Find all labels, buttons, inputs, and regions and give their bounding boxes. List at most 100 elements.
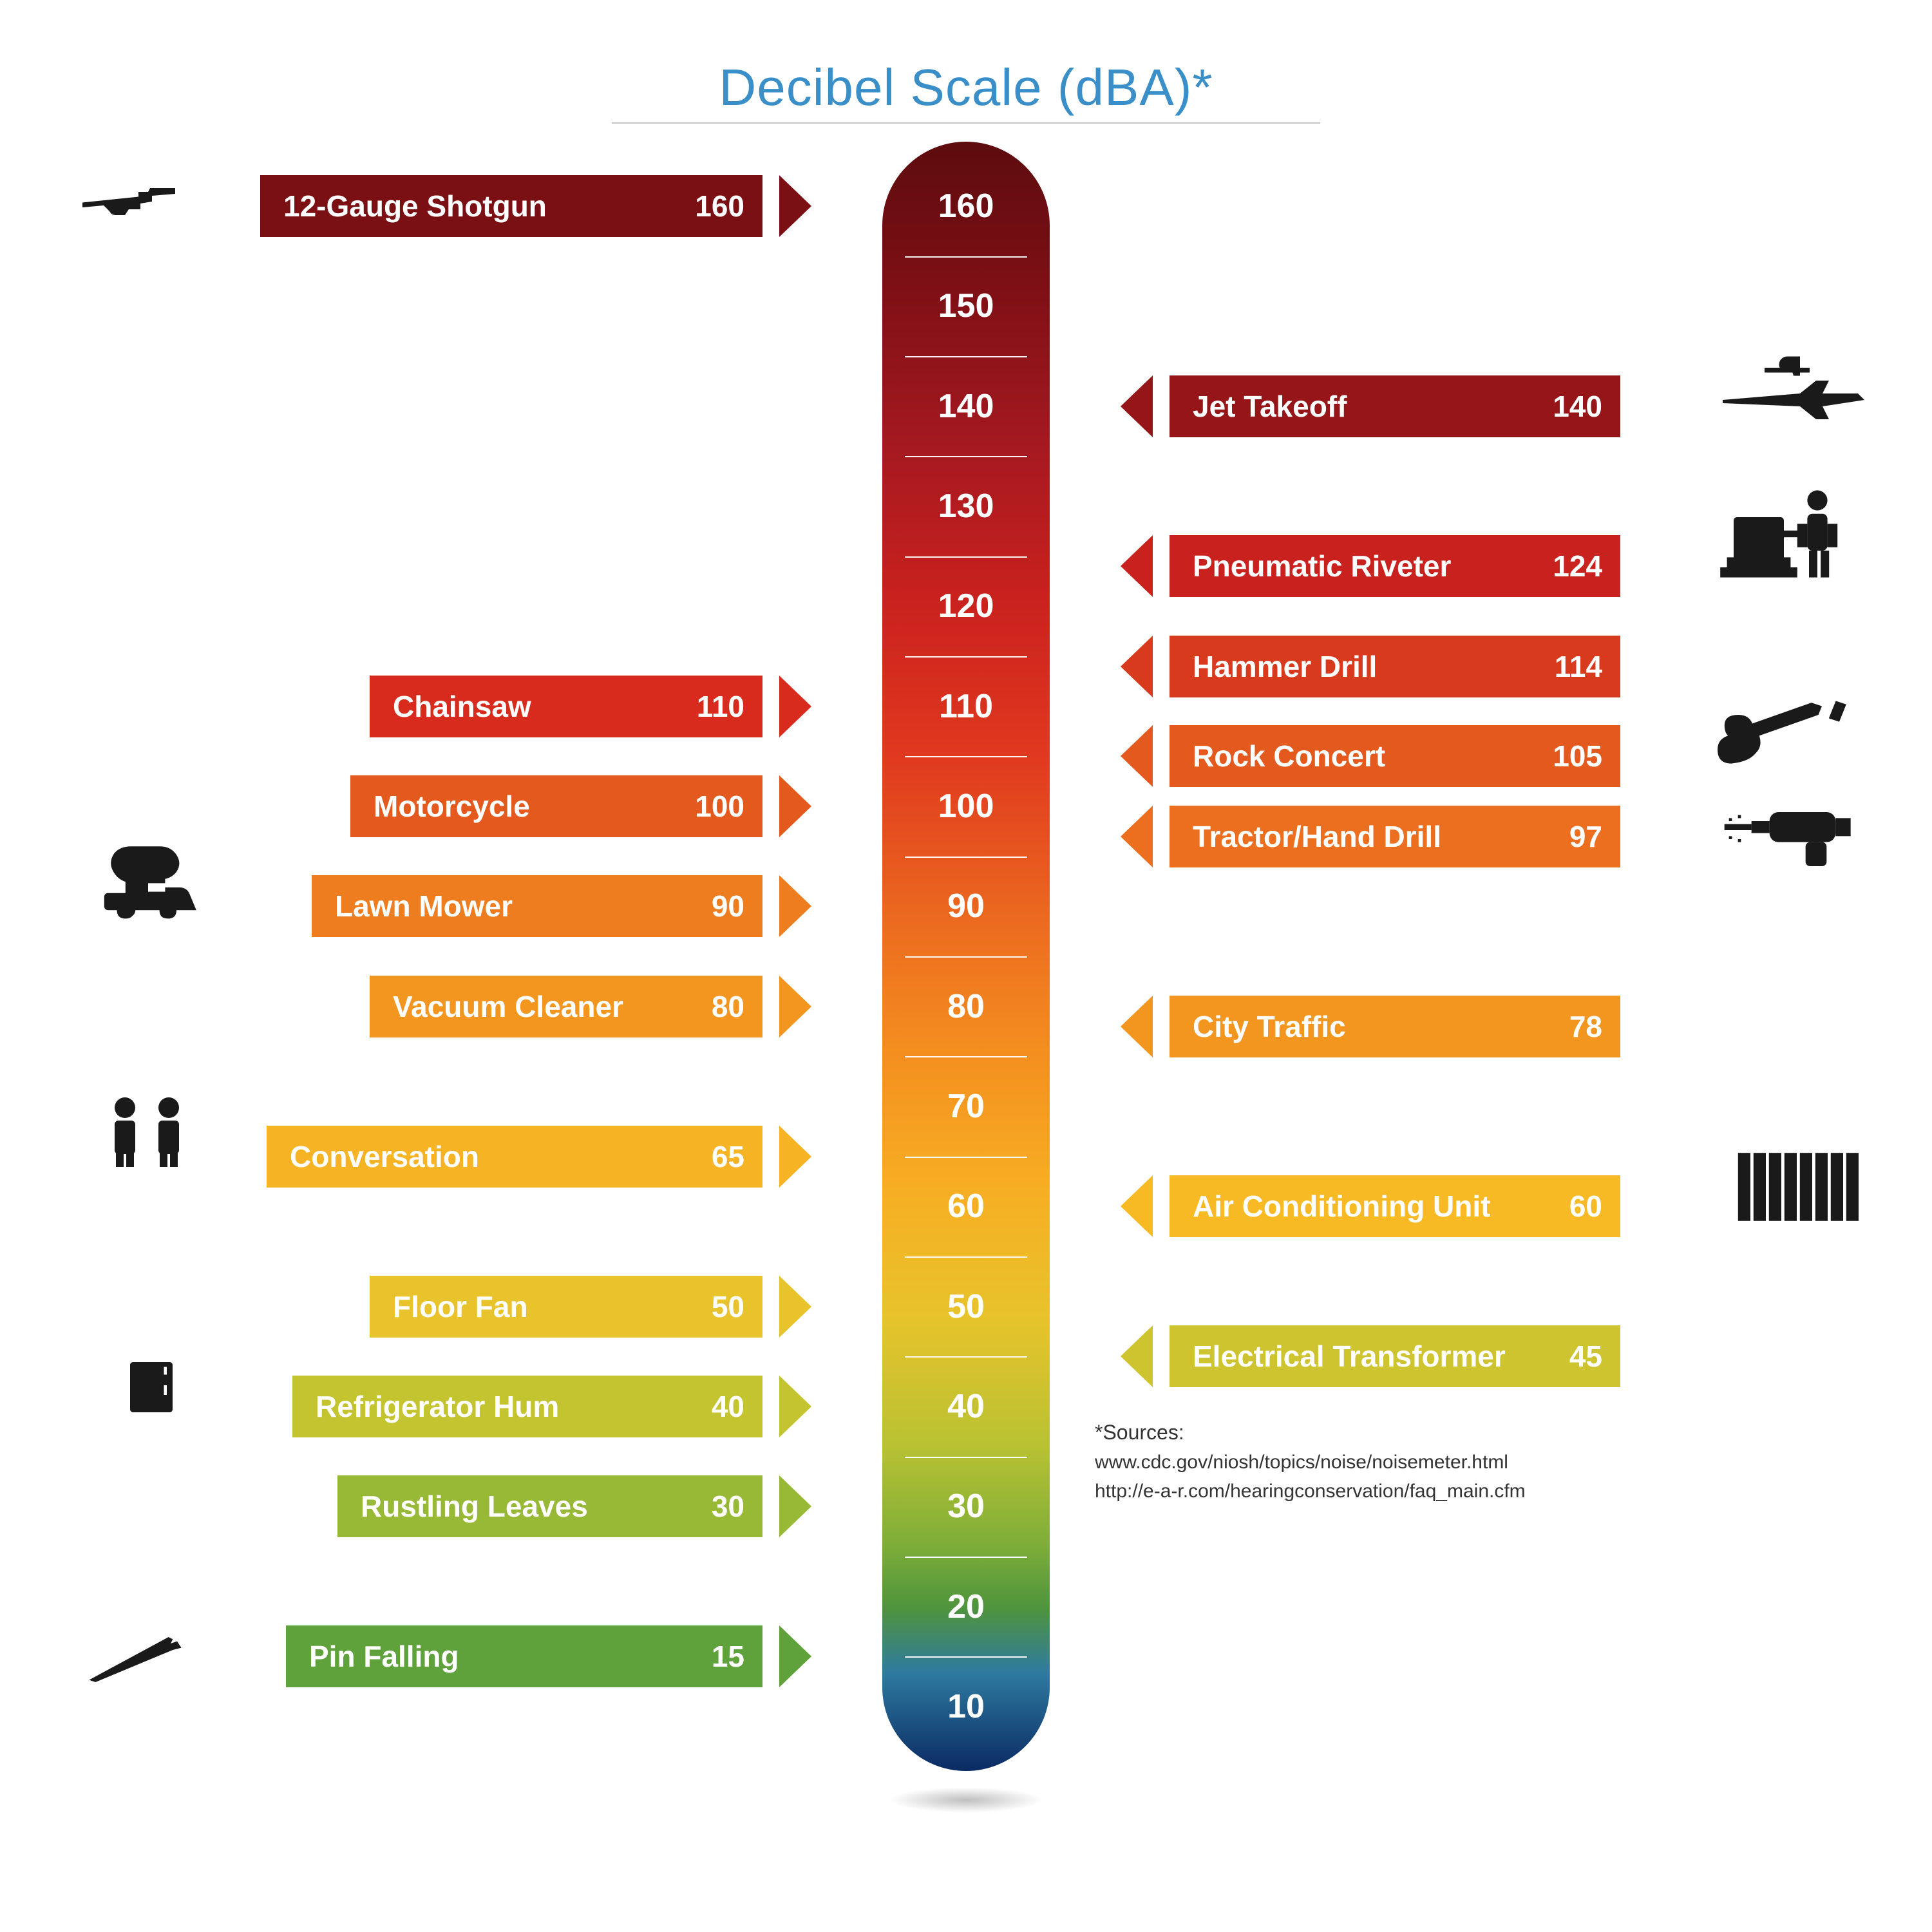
thermometer-tick-label: 140 [882,387,1050,426]
shotgun-icon [45,171,213,232]
item-value: 15 [712,1639,744,1674]
item-value: 114 [1555,649,1602,684]
item-bar: Rustling Leaves30 [337,1475,762,1537]
item-arrow [779,1126,811,1188]
item-label: Air Conditioning Unit [1193,1189,1490,1224]
item-value: 50 [712,1289,744,1324]
left-item: 12-Gauge Shotgun 160 [260,175,811,237]
item-label: Floor Fan [393,1289,528,1324]
thermometer-tick [905,1656,1027,1658]
item-bar: Pneumatic Riveter 124 [1170,535,1620,597]
item-bar: Motorcycle100 [350,775,762,837]
thermometer-tick [905,256,1027,258]
item-label: Lawn Mower [335,889,513,923]
item-bar: Tractor/Hand Drill 97 [1170,806,1620,867]
sources-block: *Sources:www.cdc.gov/niosh/topics/noise/… [1095,1417,1526,1506]
item-arrow [779,1625,811,1687]
item-value: 45 [1569,1339,1602,1374]
item-label: Jet Takeoff [1193,389,1347,424]
fridge-icon [103,1310,200,1468]
pin-icon [52,1624,225,1692]
item-arrow [779,676,811,737]
item-value: 97 [1569,819,1602,854]
item-value: 65 [712,1139,744,1174]
right-item: City Traffic78 [1121,996,1620,1057]
item-label: Pneumatic Riveter [1193,549,1451,583]
right-item: Electrical Transformer45 [1121,1325,1620,1387]
item-arrow [1121,1325,1153,1387]
item-arrow [1121,725,1153,787]
thermometer-tick-label: 50 [882,1287,1050,1326]
thermometer-tube [882,142,1050,1771]
thermometer-tick-label: 40 [882,1387,1050,1426]
item-value: 40 [712,1389,744,1424]
left-item: Vacuum Cleaner 80 [370,976,811,1037]
thermometer-tick-label: 150 [882,287,1050,325]
item-label: Rock Concert [1193,739,1385,773]
thermometer-tick [905,1157,1027,1158]
item-arrow [779,1276,811,1338]
item-arrow [1121,996,1153,1057]
thermometer-tick-label: 130 [882,487,1050,526]
item-bar: Jet Takeoff 140 [1170,375,1620,437]
item-bar: Rock Concert 105 [1170,725,1620,787]
item-arrow [779,1376,811,1437]
item-label: Refrigerator Hum [316,1389,559,1424]
item-value: 140 [1553,389,1602,424]
item-bar: Air Conditioning Unit 60 [1170,1175,1620,1237]
item-label: 12-Gauge Shotgun [283,189,547,223]
thermometer-shadow [889,1787,1043,1813]
item-value: 124 [1553,549,1602,583]
item-value: 105 [1553,739,1602,773]
left-item: Rustling Leaves30 [337,1475,811,1537]
item-arrow [1121,636,1153,697]
thermometer-tick-label: 120 [882,587,1050,625]
left-item: Conversation65 [267,1126,811,1188]
right-item: Pneumatic Riveter 124 [1121,535,1620,597]
item-arrow [1121,375,1153,437]
page-title: Decibel Scale (dBA)* [719,58,1213,117]
riveter-icon [1700,460,1868,611]
thermometer-tick-label: 80 [882,987,1050,1026]
item-bar: Electrical Transformer45 [1170,1325,1620,1387]
item-bar: Conversation65 [267,1126,762,1188]
item-bar: Lawn Mower90 [312,875,762,937]
thermometer-tick [905,1056,1027,1057]
thermometer-tick [905,956,1027,958]
item-value: 110 [697,689,744,724]
item-value: 60 [1569,1189,1602,1224]
item-value: 78 [1569,1009,1602,1044]
thermometer-tick-label: 160 [882,187,1050,225]
item-arrow [779,1475,811,1537]
item-bar: 12-Gauge Shotgun 160 [260,175,762,237]
sources-header: *Sources: [1095,1417,1526,1448]
thermometer-tick [905,656,1027,658]
left-item: Floor Fan 50 [370,1276,811,1338]
thermometer-tick-label: 30 [882,1487,1050,1526]
item-arrow [1121,1175,1153,1237]
item-value: 160 [695,189,744,223]
thermometer-tick [905,857,1027,858]
item-arrow [1121,535,1153,597]
thermometer-tick [905,356,1027,357]
left-item: Chainsaw110 [370,676,811,737]
thermometer-tick [905,556,1027,558]
item-bar: Pin Falling15 [286,1625,762,1687]
item-label: Tractor/Hand Drill [1193,819,1441,854]
right-item: Tractor/Hand Drill 97 [1121,806,1620,867]
title-underline [612,122,1320,124]
thermometer-tick [905,1457,1027,1458]
left-item: Lawn Mower90 [312,875,811,937]
item-value: 30 [712,1489,744,1524]
item-arrow [779,875,811,937]
item-value: 100 [695,789,744,824]
item-value: 80 [712,989,744,1024]
thermometer-tick-label: 90 [882,887,1050,925]
sources-line: http://e-a-r.com/hearingconservation/faq… [1095,1477,1526,1506]
left-item: Refrigerator Hum 40 [292,1376,811,1437]
people-icon [84,1066,213,1198]
thermometer-tick [905,756,1027,757]
item-bar: Chainsaw110 [370,676,762,737]
item-label: Vacuum Cleaner [393,989,623,1024]
thermometer-tick [905,456,1027,457]
